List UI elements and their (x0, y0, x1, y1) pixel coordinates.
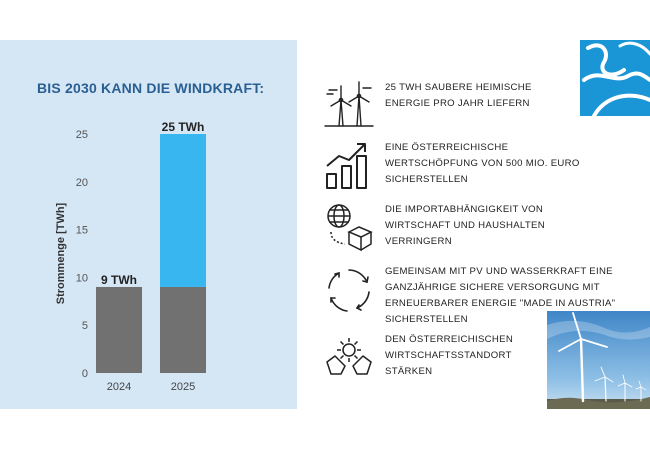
y-tick-label: 0 (82, 368, 88, 380)
feature-text: Gemeinsam mit PV und Wasserkraft eine ga… (385, 266, 616, 325)
feature-text: 25 TWh saubere heimische Energie pro Jah… (385, 82, 532, 109)
feature-text: Eine österreichische Wertschöpfung von 5… (385, 142, 580, 185)
y-tick-label: 10 (76, 272, 88, 284)
feature-business-location: Den österreichischen Wirtschaftsstandort… (323, 332, 650, 392)
x-tick-label: 2025 (171, 381, 195, 393)
feature-import-dependency: Die Importabhängigkeit von Wirtschaft un… (323, 202, 650, 262)
cycle-arrows-icon (323, 264, 375, 316)
bar-segment-base (96, 286, 142, 373)
data-label: 25 TWh (162, 120, 205, 134)
feature-text: Die Importabhängigkeit von Wirtschaft un… (385, 204, 545, 247)
hands-gear-icon (323, 332, 375, 384)
wind-turbine-icon (323, 80, 375, 132)
y-axis-label: Strommenge [TWh] (55, 202, 67, 304)
feature-text: Den österreichischen Wirtschaftsstandort… (385, 334, 514, 377)
globe-package-icon (323, 202, 375, 254)
bar-segment-base (160, 286, 206, 373)
benefits-panel: 25 TWh saubere heimische Energie pro Jah… (297, 40, 650, 409)
y-tick-label: 20 (76, 177, 88, 189)
headline: BIS 2030 KANN DIE WINDKRAFT: (37, 80, 265, 96)
growth-bar-chart-icon (323, 140, 375, 192)
feature-wind-energy: 25 TWh saubere heimische Energie pro Jah… (323, 80, 650, 140)
feature-value-creation: Eine österreichische Wertschöpfung von 5… (323, 140, 650, 200)
bar-segment-growth (160, 134, 206, 287)
chart-panel: BIS 2030 KANN DIE WINDKRAFT: 0 5 10 15 20 25 S… (0, 40, 297, 409)
wave-logo (580, 40, 650, 116)
x-tick-label: 2024 (107, 381, 131, 393)
y-tick-label: 25 (76, 129, 88, 141)
data-label: 9 TWh (101, 273, 137, 287)
feature-supply-security: Gemeinsam mit PV und Wasserkraft eine ga… (323, 264, 650, 325)
y-tick-label: 5 (82, 320, 88, 332)
wind-turbines-photo (547, 311, 650, 409)
y-tick-label: 15 (76, 225, 88, 237)
